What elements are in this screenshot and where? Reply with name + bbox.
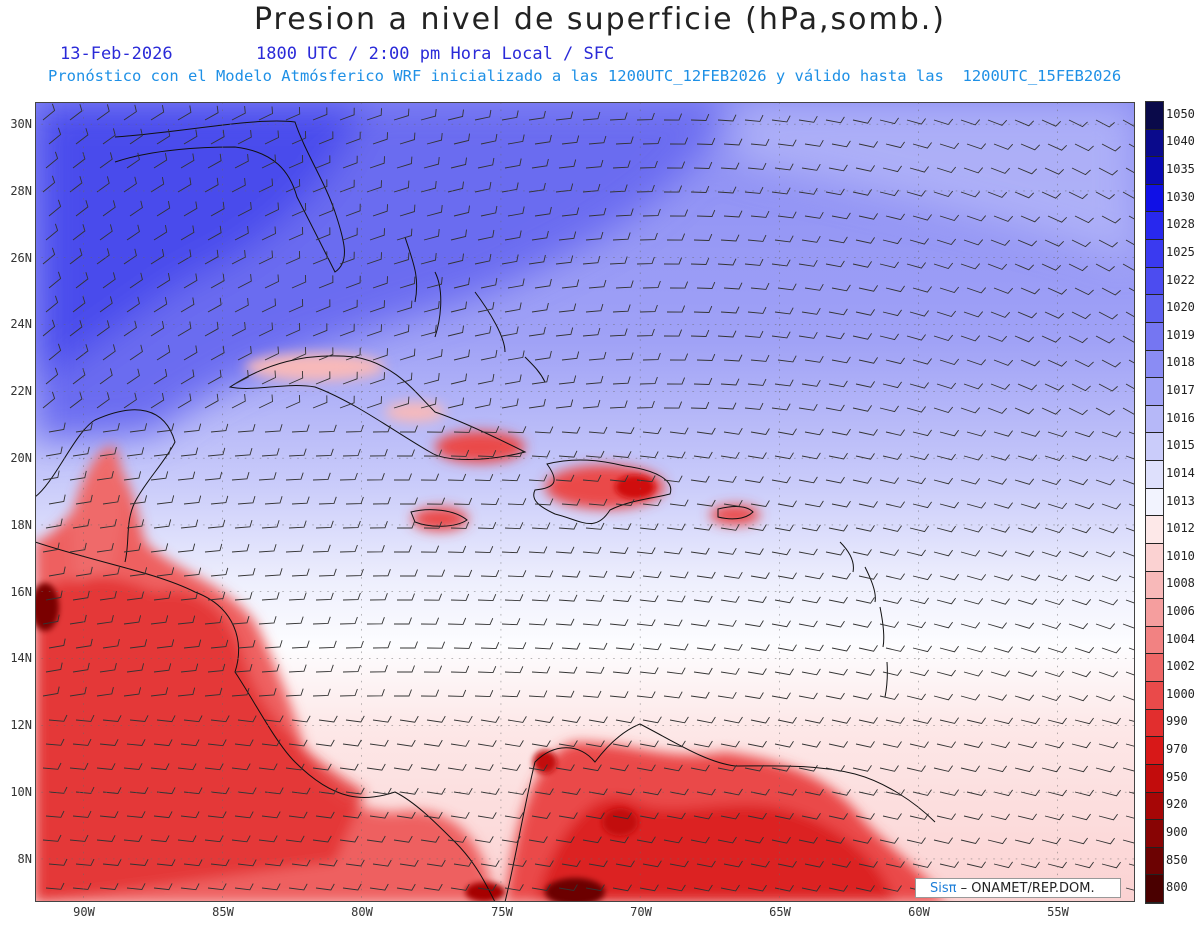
color-bar-swatch (1146, 599, 1163, 627)
color-bar-swatch (1146, 571, 1163, 600)
color-bar (1145, 101, 1164, 904)
color-bar-swatch (1146, 626, 1163, 655)
color-bar-label: 1014 (1166, 465, 1195, 480)
map-title: Presion a nivel de superficie (hPa,somb.… (253, 2, 947, 37)
date-line: 13-Feb-2026 1800 UTC / 2:00 pm Hora Local… (60, 44, 614, 64)
color-bar-swatch (1146, 488, 1163, 517)
color-bar-label: 950 (1166, 769, 1188, 784)
color-bar-swatch (1146, 433, 1163, 462)
color-bar-label: 1035 (1166, 162, 1195, 177)
color-bar-swatch (1146, 240, 1163, 268)
color-bar-label: 1022 (1166, 272, 1195, 287)
lat-label-22n: 22N (10, 384, 32, 398)
lat-label-26n: 26N (10, 251, 32, 265)
forecast-date: 13-Feb-2026 (60, 44, 173, 64)
color-bar-label: 1025 (1166, 244, 1195, 259)
color-bar-swatch (1146, 212, 1163, 241)
color-bar-swatch (1146, 129, 1163, 158)
color-bar-swatch (1146, 543, 1163, 572)
color-bar-label: 1040 (1166, 134, 1195, 149)
color-bar-label: 1002 (1166, 659, 1195, 674)
lat-label-18n: 18N (10, 518, 32, 532)
color-bar-swatch (1146, 322, 1163, 351)
lon-label-90w: 90W (73, 905, 95, 919)
color-bar-label: 990 (1166, 714, 1188, 729)
lat-label-28n: 28N (10, 184, 32, 198)
color-bar-swatch (1146, 295, 1163, 323)
color-bar-swatch (1146, 875, 1163, 903)
color-bar-label: 1008 (1166, 576, 1195, 591)
lon-label-55w: 55W (1047, 905, 1069, 919)
sispi-logo: Sisπ (930, 881, 957, 896)
color-bar-label: 900 (1166, 824, 1188, 839)
credit-text: – ONAMET/REP.DOM. (960, 881, 1095, 896)
color-bar-label: 1030 (1166, 189, 1195, 204)
color-bar-label: 970 (1166, 742, 1188, 757)
color-bar-label: 1019 (1166, 327, 1195, 342)
color-bar-swatch (1146, 709, 1163, 738)
color-bar-label: 1017 (1166, 383, 1195, 398)
lat-label-10n: 10N (10, 785, 32, 799)
color-bar-label: 1006 (1166, 603, 1195, 618)
color-bar-swatch (1146, 405, 1163, 434)
color-bar-label: 1015 (1166, 438, 1195, 453)
color-bar-label: 800 (1166, 880, 1188, 895)
color-bar-label: 920 (1166, 797, 1188, 812)
map-frame (35, 102, 1135, 902)
color-bar-swatch (1146, 461, 1163, 489)
lat-label-14n: 14N (10, 651, 32, 665)
color-bar-swatch (1146, 654, 1163, 683)
color-bar-label: 1012 (1166, 521, 1195, 536)
color-bar-swatch (1146, 378, 1163, 406)
color-bar-label: 850 (1166, 852, 1188, 867)
lon-label-75w: 75W (491, 905, 513, 919)
color-bar-swatch (1146, 516, 1163, 544)
lat-label-20n: 20N (10, 451, 32, 465)
color-bar-swatch (1146, 157, 1163, 185)
color-bar-label: 1050 (1166, 106, 1195, 121)
lat-label-16n: 16N (10, 585, 32, 599)
lat-label-12n: 12N (10, 718, 32, 732)
color-bar-swatch (1146, 820, 1163, 848)
lon-label-85w: 85W (212, 905, 234, 919)
pressure-map (35, 102, 1135, 902)
lon-label-60w: 60W (908, 905, 930, 919)
lon-label-80w: 80W (351, 905, 373, 919)
color-bar-swatch (1146, 792, 1163, 821)
lat-label-24n: 24N (10, 317, 32, 331)
color-bar-swatch (1146, 737, 1163, 765)
lat-label-30n: 30N (10, 117, 32, 131)
credit-box: Sisπ – ONAMET/REP.DOM. (915, 878, 1121, 898)
lat-label-8n: 8N (17, 852, 32, 866)
forecast-info: Pronóstico con el Modelo Atmósferico WRF… (48, 67, 1122, 85)
color-bar-label: 1013 (1166, 493, 1195, 508)
valid-time: 1800 UTC / 2:00 pm Hora Local / SFC (256, 44, 615, 64)
color-bar-swatch (1146, 682, 1163, 710)
color-bar-swatch (1146, 102, 1163, 130)
lon-label-70w: 70W (630, 905, 652, 919)
color-bar-label: 1004 (1166, 631, 1195, 646)
color-bar-label: 1010 (1166, 548, 1195, 563)
color-bar-swatch (1146, 184, 1163, 213)
color-bar-label: 1028 (1166, 217, 1195, 232)
color-bar-swatch (1146, 267, 1163, 296)
graticule (35, 102, 1135, 902)
color-bar-swatch (1146, 847, 1163, 876)
lon-label-65w: 65W (769, 905, 791, 919)
color-bar-label: 1020 (1166, 300, 1195, 315)
color-bar-label: 1018 (1166, 355, 1195, 370)
color-bar-label: 1000 (1166, 686, 1195, 701)
color-bar-label: 1016 (1166, 410, 1195, 425)
color-bar-swatch (1146, 764, 1163, 793)
color-bar-swatch (1146, 350, 1163, 379)
